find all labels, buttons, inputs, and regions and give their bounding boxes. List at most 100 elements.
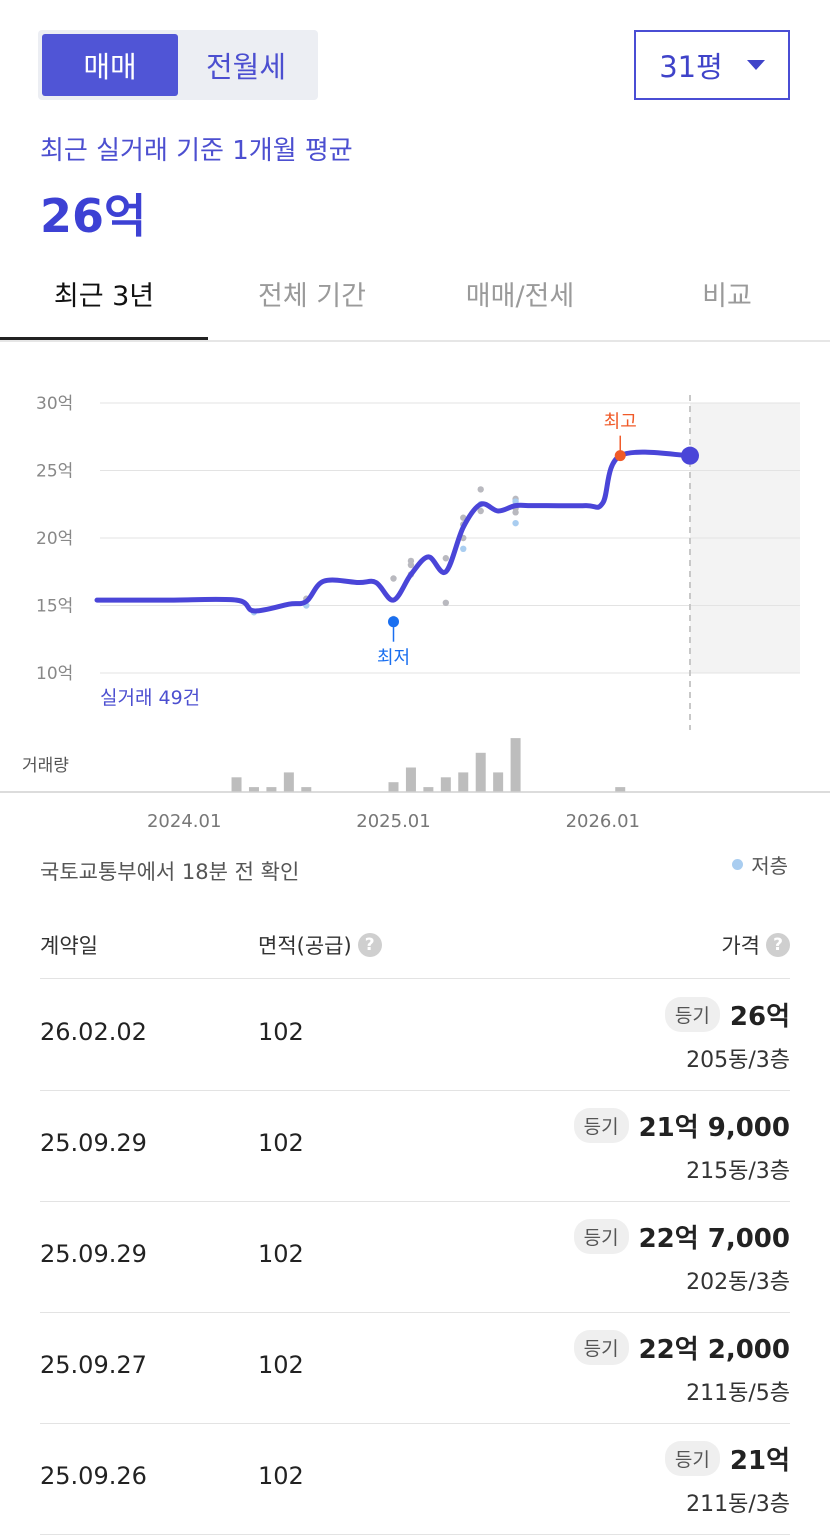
deal-point[interactable]	[512, 509, 519, 516]
volume-label: 거래량	[22, 756, 69, 776]
volume-bar[interactable]	[266, 787, 277, 792]
volume-bar[interactable]	[423, 787, 434, 792]
deal-point[interactable]	[460, 545, 467, 552]
row-date: 26.02.02	[40, 1018, 147, 1046]
volume-bar[interactable]	[283, 772, 294, 792]
high-point[interactable]	[614, 450, 626, 462]
source-note: 국토교통부에서 18분 전 확인	[40, 860, 300, 884]
deal-type-toggle: 매매 전월세	[38, 30, 318, 100]
header-price-label: 가격	[721, 934, 760, 958]
size-select-value: 31평	[659, 50, 723, 84]
table-row[interactable]: 26.02.02 102 등기 26억 205동/3층	[40, 980, 790, 1091]
volume-bar[interactable]	[458, 772, 469, 792]
row-unit: 202동/3층	[686, 1270, 790, 1295]
y-tick-label: 10억	[36, 664, 73, 684]
row-area: 102	[258, 1462, 304, 1490]
deal-point[interactable]	[477, 486, 484, 493]
row-price-line: 등기 21억	[664, 1440, 790, 1477]
deal-table-header: 계약일 면적(공급) ? 가격 ?	[40, 930, 790, 979]
volume-bar[interactable]	[510, 738, 521, 792]
table-row[interactable]: 25.09.29 102 등기 22억 7,000 202동/3층	[40, 1202, 790, 1313]
tab-recent-3y[interactable]: 최근 3년	[0, 262, 208, 340]
table-row[interactable]: 25.09.27 102 등기 22억 2,000 211동/5층	[40, 1313, 790, 1424]
x-tick-label: 2024.01	[147, 811, 221, 832]
row-price: 21억 9,000	[638, 1113, 790, 1143]
row-price-line: 등기 22억 7,000	[573, 1218, 790, 1255]
registered-badge: 등기	[664, 1441, 720, 1476]
y-tick-label: 15억	[36, 597, 73, 617]
volume-bar[interactable]	[493, 772, 504, 792]
header-price: 가격 ?	[721, 930, 790, 960]
price-trend-line	[94, 449, 693, 614]
volume-bar[interactable]	[440, 777, 451, 792]
header-area: 면적(공급) ?	[258, 930, 382, 960]
row-date: 25.09.26	[40, 1462, 147, 1490]
row-price: 26억	[729, 1002, 790, 1032]
registered-badge: 등기	[664, 997, 720, 1032]
tab-sale-jeonse[interactable]: 매매/전세	[465, 281, 575, 312]
legend-label: 저층	[751, 854, 788, 878]
row-price: 22억 7,000	[638, 1224, 790, 1254]
caret-down-icon	[746, 60, 765, 70]
help-icon[interactable]: ?	[766, 933, 790, 957]
volume-bar[interactable]	[405, 767, 416, 793]
deal-point[interactable]	[477, 507, 484, 515]
help-icon[interactable]: ?	[357, 933, 382, 957]
row-date: 25.09.29	[40, 1240, 147, 1268]
deal-point[interactable]	[512, 519, 519, 527]
size-select[interactable]: 31평	[634, 30, 790, 100]
legend-low-floor: 저층	[732, 850, 788, 879]
row-unit: 205동/3층	[686, 1048, 790, 1073]
table-row[interactable]: 25.09.29 102 등기 21억 9,000 215동/3층	[40, 1091, 790, 1202]
y-tick-label: 30억	[36, 394, 73, 414]
row-price-line: 등기 22억 2,000	[573, 1329, 790, 1366]
deal-table: 26.02.02 102 등기 26억 205동/3층 25.09.29 102…	[40, 980, 790, 1535]
row-price: 22억 2,000	[638, 1335, 790, 1365]
tab-all-period[interactable]: 전체 기간	[258, 281, 366, 312]
row-unit: 211동/3층	[686, 1492, 790, 1517]
row-price: 21억	[729, 1446, 790, 1476]
row-date: 25.09.29	[40, 1129, 147, 1157]
table-row[interactable]: 25.09.26 102 등기 21억 211동/3층	[40, 1424, 790, 1535]
volume-bar[interactable]	[475, 752, 486, 792]
deal-point[interactable]	[390, 575, 397, 582]
low-point[interactable]	[388, 616, 399, 628]
deal-point[interactable]	[442, 555, 450, 562]
registered-badge: 등기	[573, 1108, 629, 1143]
average-label: 최근 실거래 기준 1개월 평균	[40, 136, 353, 166]
volume-bar[interactable]	[231, 777, 242, 792]
deal-count-label: 실거래 49건	[100, 687, 200, 709]
volume-bar[interactable]	[615, 787, 626, 792]
tab-rent[interactable]: 전월세	[205, 50, 287, 84]
registered-badge: 등기	[573, 1330, 629, 1365]
deal-point[interactable]	[442, 599, 450, 606]
x-tick-label: 2026.01	[566, 811, 640, 832]
row-price-line: 등기 21억 9,000	[573, 1107, 790, 1144]
y-tick-label: 20억	[36, 529, 73, 549]
header-date: 계약일	[40, 934, 98, 958]
average-value: 26억	[40, 189, 147, 243]
y-tick-label: 25억	[36, 462, 73, 482]
row-area: 102	[258, 1351, 304, 1379]
volume-bar[interactable]	[248, 787, 259, 792]
row-unit: 215동/3층	[686, 1159, 790, 1184]
row-area: 102	[258, 1018, 304, 1046]
x-tick-label: 2025.01	[356, 811, 430, 832]
high-label: 최고	[604, 412, 637, 433]
row-date: 25.09.27	[40, 1351, 147, 1379]
row-area: 102	[258, 1129, 304, 1157]
low-floor-dot-icon	[732, 859, 744, 870]
row-unit: 211동/5층	[686, 1381, 790, 1406]
tab-compare[interactable]: 비교	[702, 281, 752, 312]
low-label: 최저	[377, 648, 410, 669]
period-tabs: 최근 3년 전체 기간 매매/전세 비교	[0, 262, 830, 342]
tab-sale[interactable]: 매매	[42, 34, 178, 96]
volume-bar[interactable]	[388, 782, 399, 792]
registered-badge: 등기	[573, 1219, 629, 1254]
volume-bar[interactable]	[301, 787, 312, 792]
row-price-line: 등기 26억	[664, 996, 790, 1033]
header-area-label: 면적(공급)	[258, 934, 352, 958]
current-point[interactable]	[681, 446, 699, 465]
deal-point[interactable]	[407, 561, 415, 569]
